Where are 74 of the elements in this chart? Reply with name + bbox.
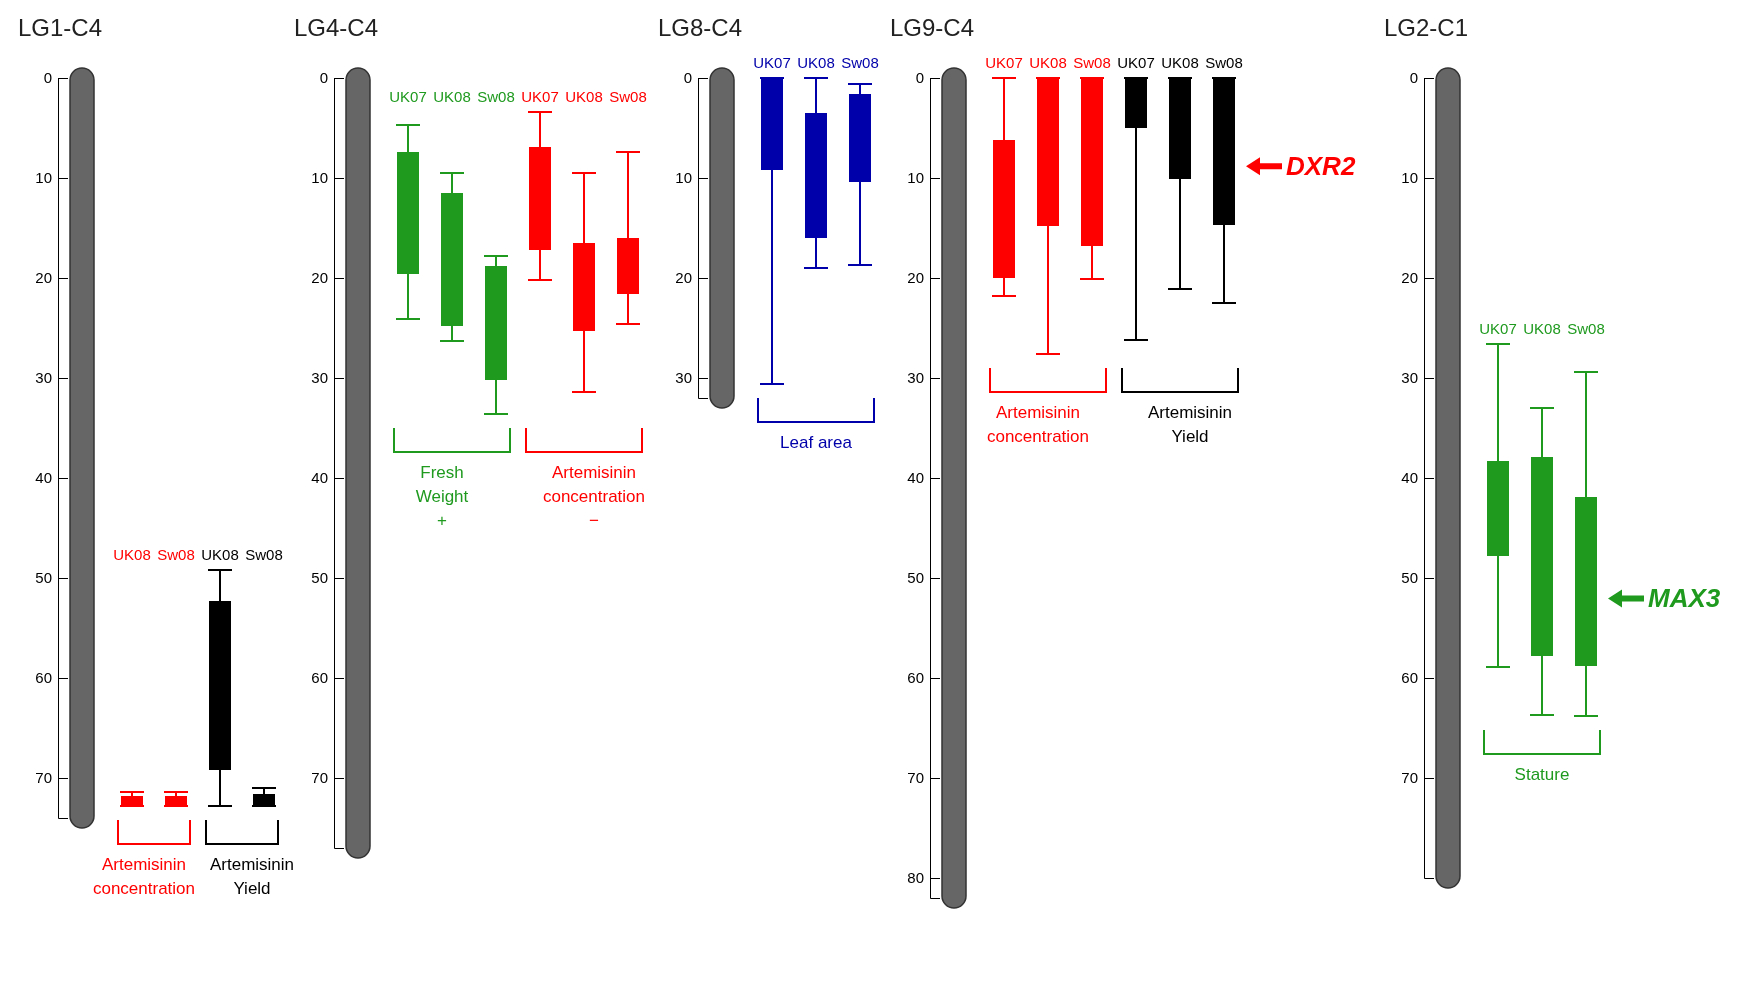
- y-tick-label: 10: [675, 169, 692, 187]
- category-label: UK07: [1479, 320, 1517, 337]
- y-tick-label: 0: [683, 69, 692, 87]
- y-tick-label: 30: [311, 369, 328, 387]
- y-tick-label: 0: [1409, 69, 1418, 87]
- y-tick-label: 10: [311, 169, 328, 187]
- y-tick-label: 40: [35, 469, 52, 487]
- category-label: UK07: [985, 54, 1023, 71]
- chart-title: LG1-C4: [18, 14, 103, 41]
- legend-label: Artemisinin Yield: [209, 855, 295, 898]
- category-label: UK08: [1029, 54, 1067, 71]
- category-label: UK08: [1523, 320, 1561, 337]
- y-tick-label: 20: [907, 269, 924, 287]
- category-label: UK07: [753, 54, 791, 71]
- y-tick-label: 30: [675, 369, 692, 387]
- text: MAX3: [1648, 583, 1721, 614]
- category-label: UK08: [201, 546, 239, 563]
- y-tick-label: 60: [311, 669, 328, 687]
- category-label: Sw08: [1205, 54, 1243, 71]
- category-label: UK08: [113, 546, 151, 563]
- y-tick-label: 10: [1401, 169, 1418, 187]
- chart-title: LG4-C4: [294, 14, 379, 41]
- y-tick-label: 20: [311, 269, 328, 287]
- text: Artemisinin concentration: [986, 403, 1090, 446]
- y-tick-label: 20: [35, 269, 52, 287]
- y-tick-label: 50: [311, 569, 328, 587]
- y-tick-label: 30: [1401, 369, 1418, 387]
- category-label: UK07: [521, 88, 559, 105]
- y-tick-label: 80: [907, 869, 924, 887]
- text: Artemisinin Yield: [1147, 403, 1233, 446]
- y-tick-label: 20: [1401, 269, 1418, 287]
- y-tick-label: 10: [35, 169, 52, 187]
- chart-title: LG9-C4: [890, 14, 975, 41]
- category-label: Sw08: [841, 54, 879, 71]
- y-tick-label: 70: [1401, 769, 1418, 787]
- chart-title: LG8-C4: [658, 14, 743, 41]
- category-label: UK08: [797, 54, 835, 71]
- legend-label: Artemisinin concentration: [92, 855, 196, 898]
- y-tick-label: 70: [35, 769, 52, 787]
- category-label: Sw08: [1567, 320, 1605, 337]
- y-tick-label: 50: [35, 569, 52, 587]
- category-label: UK07: [389, 88, 427, 105]
- y-tick-label: 0: [915, 69, 924, 87]
- text: Stature: [1514, 765, 1570, 784]
- text: Fresh Weight +: [415, 463, 469, 530]
- y-tick-label: 50: [1401, 569, 1418, 587]
- y-tick-label: 0: [43, 69, 52, 87]
- y-tick-label: 40: [311, 469, 328, 487]
- y-tick-label: 60: [35, 669, 52, 687]
- category-label: Sw08: [245, 546, 283, 563]
- y-tick-label: 0: [319, 69, 328, 87]
- y-tick-label: 70: [907, 769, 924, 787]
- y-tick-label: 60: [907, 669, 924, 687]
- y-tick-label: 30: [35, 369, 52, 387]
- y-tick-label: 50: [907, 569, 924, 587]
- y-tick-label: 10: [907, 169, 924, 187]
- y-tick-label: 60: [1401, 669, 1418, 687]
- category-label: UK07: [1117, 54, 1155, 71]
- category-label: Sw08: [1073, 54, 1111, 71]
- y-tick-label: 40: [1401, 469, 1418, 487]
- category-label: Sw08: [477, 88, 515, 105]
- text: Artemisinin concentration −: [542, 463, 646, 530]
- category-label: Sw08: [609, 88, 647, 105]
- category-label: Sw08: [157, 546, 195, 563]
- y-tick-label: 70: [311, 769, 328, 787]
- text: Leaf area: [780, 433, 853, 452]
- category-label: UK08: [1161, 54, 1199, 71]
- y-tick-label: 20: [675, 269, 692, 287]
- chart-title: LG2-C1: [1384, 14, 1469, 41]
- category-label: UK08: [433, 88, 471, 105]
- text: DXR2: [1286, 151, 1356, 182]
- category-label: UK08: [565, 88, 603, 105]
- y-tick-label: 30: [907, 369, 924, 387]
- y-tick-label: 40: [907, 469, 924, 487]
